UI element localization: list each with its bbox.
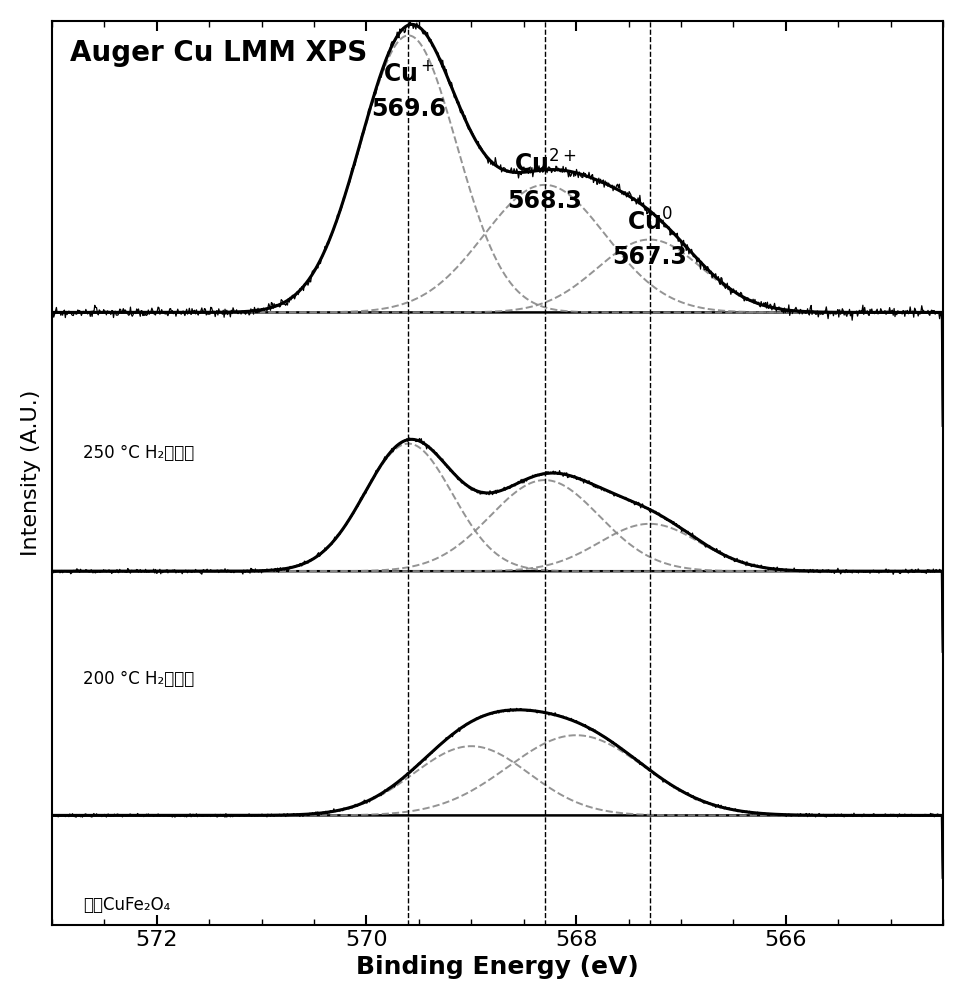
Y-axis label: Intensity (A.U.): Intensity (A.U.): [21, 390, 40, 556]
Text: 568.3: 568.3: [507, 189, 582, 213]
Text: 200 °C H₂还原后: 200 °C H₂还原后: [84, 670, 195, 688]
Text: Cu$^0$: Cu$^0$: [627, 209, 673, 236]
Text: Cu$^+$: Cu$^+$: [383, 61, 435, 86]
Text: Auger Cu LMM XPS: Auger Cu LMM XPS: [69, 39, 367, 67]
Text: 250 °C H₂还原后: 250 °C H₂还原后: [84, 444, 195, 462]
Text: 新鲜CuFe₂O₄: 新鲜CuFe₂O₄: [84, 896, 171, 914]
Text: 569.6: 569.6: [371, 97, 446, 121]
Text: Cu$^{2+}$: Cu$^{2+}$: [514, 150, 576, 178]
Text: 567.3: 567.3: [612, 245, 687, 269]
X-axis label: Binding Energy (eV): Binding Energy (eV): [356, 955, 639, 979]
